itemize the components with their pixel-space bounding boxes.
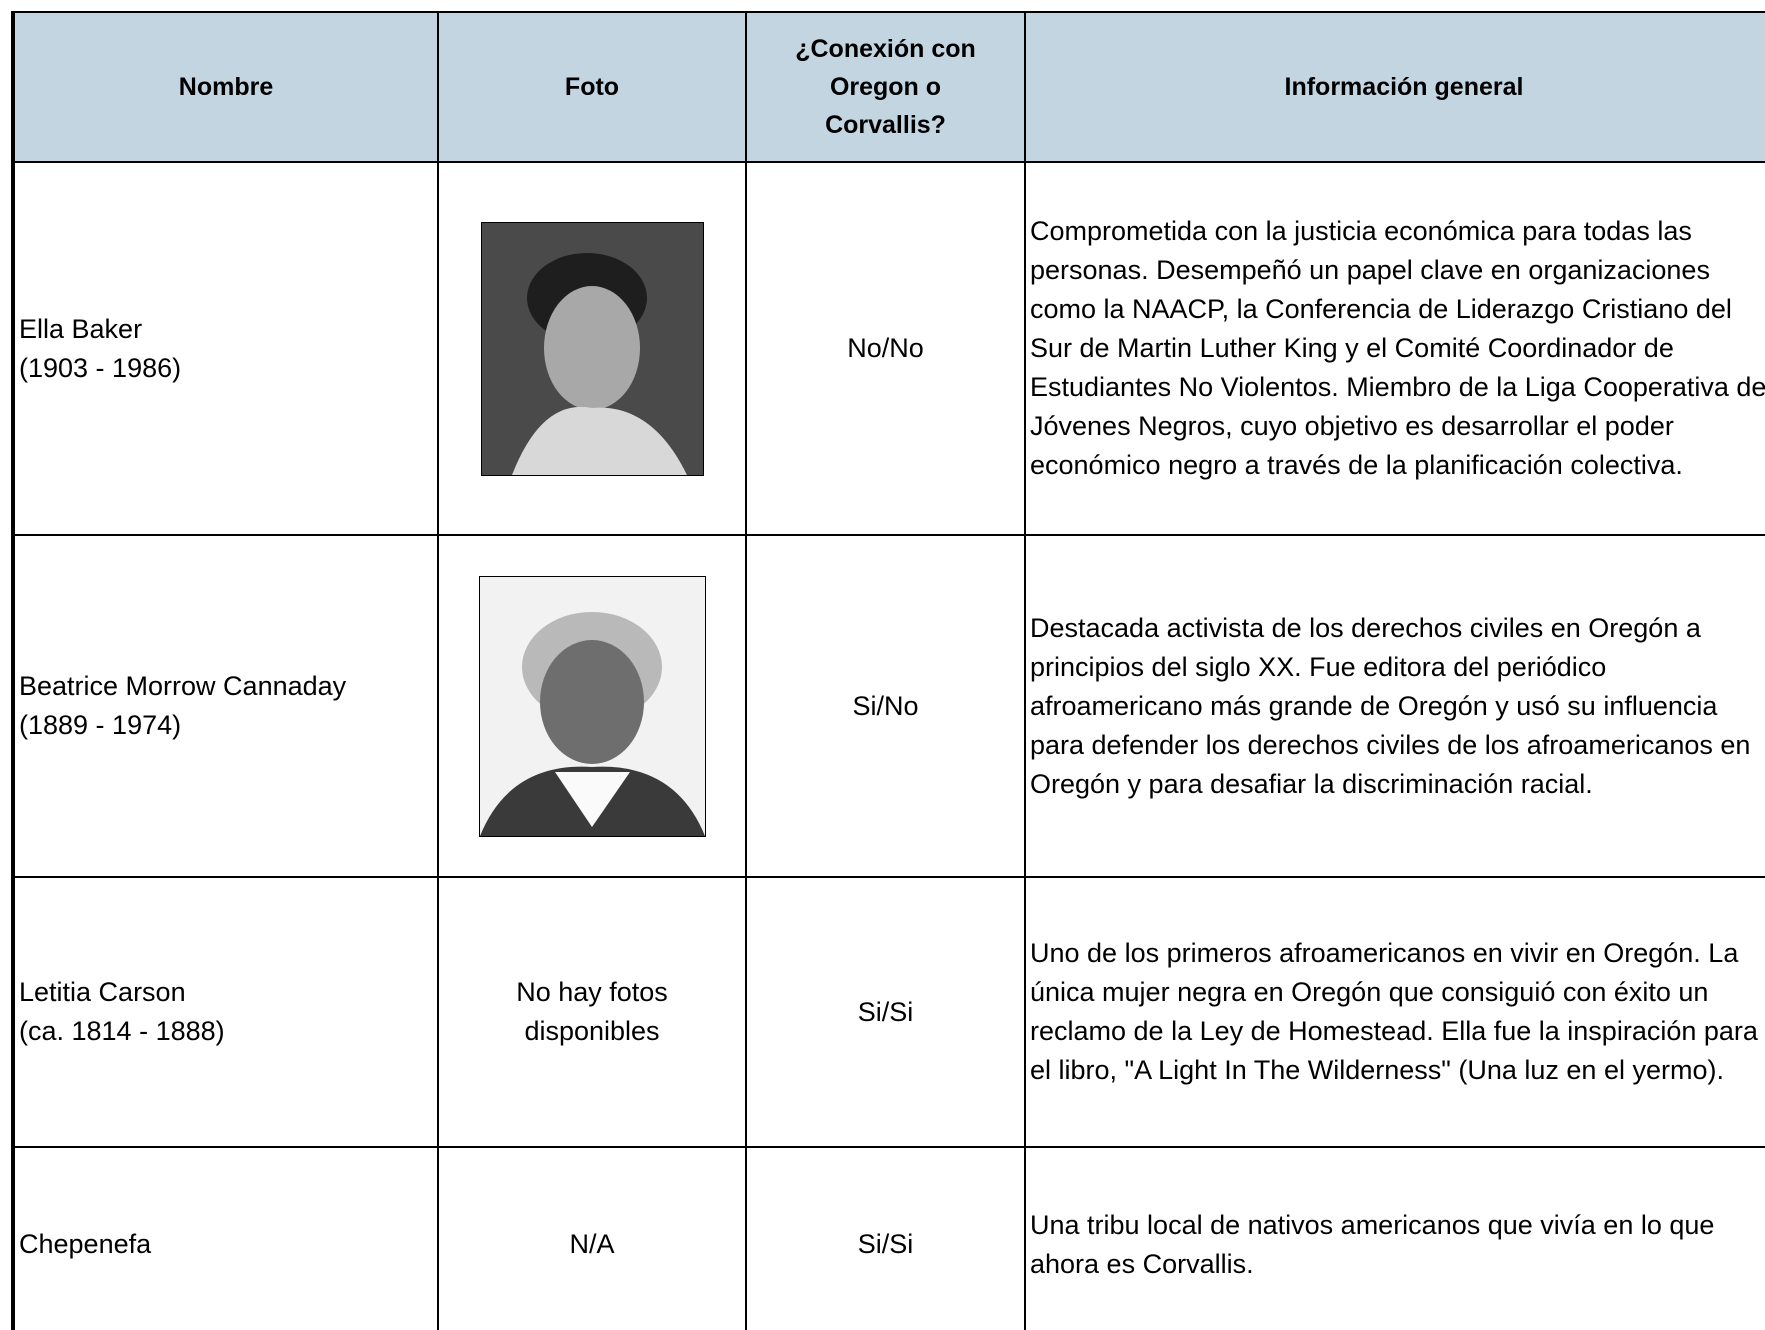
info-cell: Comprometida con la justicia económica p… xyxy=(1024,161,1765,536)
people-table: Nombre Foto ¿Conexión con Oregon o Corva… xyxy=(11,11,1765,1330)
photo-cell: No hay fotos disponibles xyxy=(437,876,747,1148)
name-cell: Beatrice Morrow Cannaday (1889 - 1974) xyxy=(11,534,439,878)
name: Ella Baker xyxy=(19,313,143,344)
years: (ca. 1814 - 1888) xyxy=(19,1016,225,1046)
name-cell: Chepenefa xyxy=(11,1146,439,1330)
header-row: Nombre Foto ¿Conexión con Oregon o Corva… xyxy=(11,11,1765,163)
row: Beatrice Morrow Cannaday (1889 - 1974) Si… xyxy=(11,534,1765,878)
header-cell: Foto xyxy=(437,11,747,163)
row: Letitia Carson (ca. 1814 - 1888) No hay f… xyxy=(11,876,1765,1148)
table-container: Nombre Foto ¿Conexión con Oregon o Corva… xyxy=(11,11,1765,1330)
name: Chepenefa xyxy=(19,1229,152,1259)
info-cell: Una tribu local de nativos americanos qu… xyxy=(1024,1146,1765,1330)
connection-cell: No/No xyxy=(745,161,1026,536)
connection-cell: Si/No xyxy=(745,534,1026,878)
photo xyxy=(478,575,706,837)
info-cell: Uno de los primeros afroamericanos en vi… xyxy=(1024,876,1765,1148)
photo-cell: N/A xyxy=(437,1146,747,1330)
header-cell: Información general xyxy=(1024,11,1765,163)
photo-cell xyxy=(437,161,747,536)
row: Chepenefa N/A Si/Si Una tribu local de n… xyxy=(11,1146,1765,1330)
connection-cell: Si/Si xyxy=(745,1146,1026,1330)
name: Letitia Carson xyxy=(19,977,186,1007)
photo xyxy=(480,221,704,476)
years: (1903 - 1986) xyxy=(19,352,182,383)
connection-cell: Si/Si xyxy=(745,876,1026,1148)
name-cell: Letitia Carson (ca. 1814 - 1888) xyxy=(11,876,439,1148)
years: (1889 - 1974) xyxy=(19,710,182,740)
header-cell: Nombre xyxy=(11,11,439,163)
name: Beatrice Morrow Cannaday xyxy=(19,671,347,701)
name-cell: Ella Baker (1903 - 1986) xyxy=(11,161,439,536)
photo-cell xyxy=(437,534,747,878)
info-cell: Destacada activista de los derechos civi… xyxy=(1024,534,1765,878)
header-cell: ¿Conexión con Oregon o Corvallis? xyxy=(745,11,1026,163)
row: Ella Baker (1903 - 1986) No/No Comprometi… xyxy=(11,161,1765,536)
